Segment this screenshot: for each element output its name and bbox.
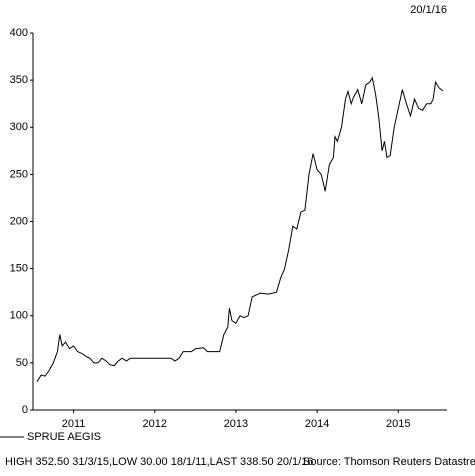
- y-tick-label: 100: [10, 310, 28, 322]
- y-tick-label: 0: [22, 404, 28, 416]
- y-tick-label: 300: [10, 121, 28, 133]
- x-tick-label: 2015: [386, 418, 410, 430]
- x-tick-label: 2014: [305, 418, 329, 430]
- y-tick-label: 50: [16, 357, 28, 369]
- date-label: 20/1/16: [410, 4, 447, 16]
- price-line: [36, 76, 444, 382]
- y-tick-label: 400: [10, 27, 28, 39]
- source: Source: Thomson Reuters Datastream: [303, 456, 475, 468]
- y-tick-label: 200: [10, 215, 28, 227]
- y-tick-label: 350: [10, 74, 28, 86]
- summary: HIGH 352.50 31/3/15,LOW 30.00 18/1/11,LA…: [5, 456, 313, 468]
- x-tick-label: 2011: [62, 418, 86, 430]
- y-tick-label: 250: [10, 168, 28, 180]
- x-tick-label: 2012: [143, 418, 167, 430]
- x-tick-label: 2013: [224, 418, 248, 430]
- y-tick-label: 150: [10, 263, 28, 275]
- legend-label: SPRUE AEGIS: [27, 431, 101, 443]
